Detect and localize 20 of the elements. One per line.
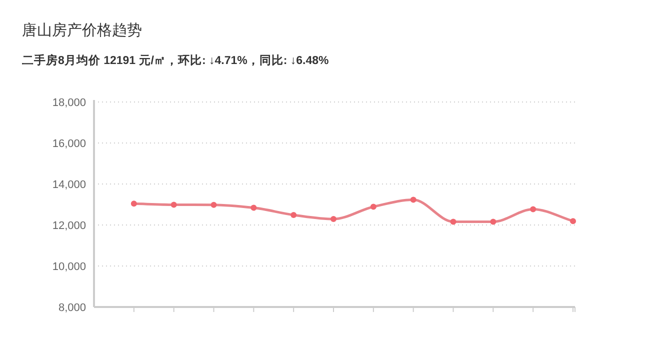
y-tick-label: 18,000 [52, 97, 86, 109]
chart-title: 唐山房产价格趋势 [22, 22, 142, 39]
point [290, 212, 297, 218]
y-tick-label: 14,000 [52, 179, 86, 191]
point [450, 218, 456, 225]
chart-subtitle: 二手房8月均价 12191 元/㎡，环比: ↓4.71%，同比: ↓6.48% [22, 53, 329, 67]
y-tick-label: 16,000 [52, 138, 86, 150]
y-tick-label: 10,000 [52, 261, 86, 273]
point [210, 202, 217, 208]
point [130, 200, 137, 207]
point [170, 202, 177, 208]
y-tick-label: 12,000 [52, 220, 86, 232]
point [410, 196, 416, 203]
point [330, 216, 336, 222]
point [490, 218, 496, 225]
y-tick-label: 8,000 [58, 302, 86, 314]
point [370, 204, 376, 210]
point [250, 204, 257, 211]
point [530, 206, 536, 212]
point [570, 218, 576, 224]
